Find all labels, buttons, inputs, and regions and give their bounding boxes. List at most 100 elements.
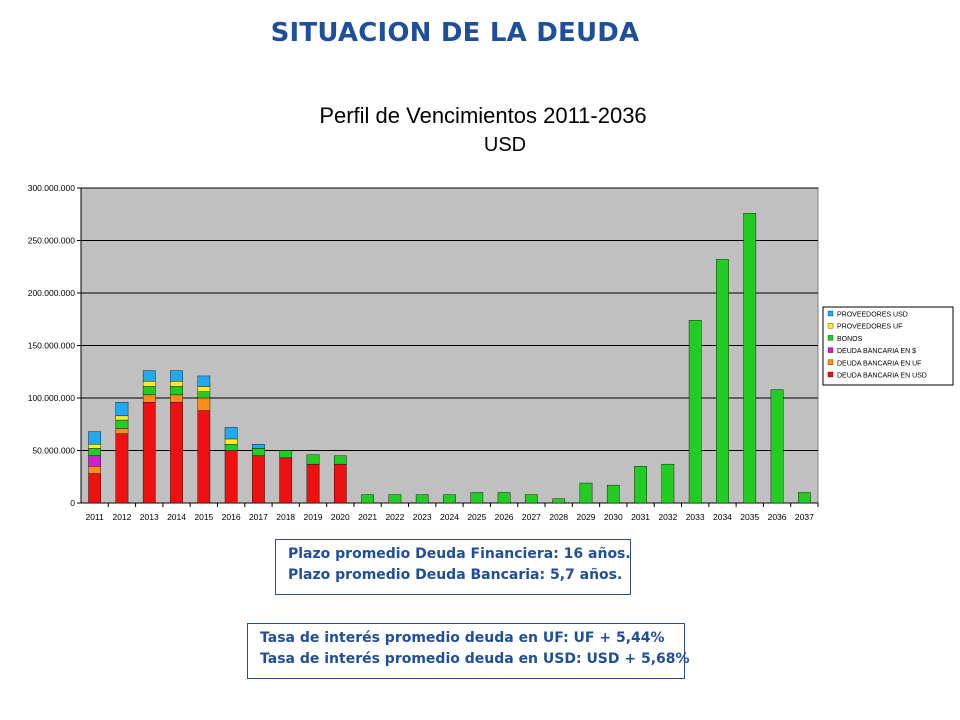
bar-segment (142, 386, 156, 396)
bar-segment (142, 394, 156, 403)
tasa-uf-text: Tasa de interés promedio deuda en UF: UF… (260, 630, 665, 646)
bar-segment (170, 386, 183, 396)
x-tick-label: 2029 (577, 512, 596, 522)
bar-segment (224, 444, 238, 451)
bar-segment (170, 402, 183, 504)
bar-segment (634, 466, 647, 504)
x-tick-label: 2035 (740, 512, 759, 522)
x-tick-label: 2026 (495, 512, 514, 522)
page-title: SITUACION DE LA DEUDA (270, 18, 640, 48)
bar-segment (798, 492, 811, 504)
legend-label: DEUDA BANCARIA EN USD (837, 373, 927, 380)
bar-segment (88, 455, 101, 467)
x-tick-label: 2032 (658, 512, 677, 522)
bar-segment (88, 466, 101, 474)
y-tick-label: 100.000.000 (28, 393, 76, 403)
bar-segment (743, 212, 757, 504)
legend-swatch (827, 347, 834, 353)
legend: PROVEEDORES USD PROVEEDORES UF BONOS DEUDA … (822, 306, 954, 386)
bar-segment (115, 402, 129, 417)
bar-segment (224, 438, 238, 445)
x-tick-label: 2015 (194, 512, 213, 522)
x-tick-label: 2028 (549, 512, 568, 522)
legend-swatch (827, 335, 834, 341)
bar-segment (88, 473, 101, 504)
y-tick-label: 250.000.000 (28, 236, 76, 246)
plazo-bancaria-text: Plazo promedio Deuda Bancaria: 5,7 años. (288, 567, 623, 583)
bar-segment (579, 482, 593, 504)
bar-segment (88, 444, 101, 449)
chart-subtitle: USD (484, 134, 526, 156)
bar-segment (142, 370, 156, 382)
bar-segment (197, 386, 211, 392)
x-tick-label: 2027 (522, 512, 541, 522)
bar-segment (470, 492, 484, 504)
bar-segment (552, 498, 566, 504)
x-tick-label: 2013 (140, 512, 159, 522)
bar-segment (415, 494, 429, 504)
bar-segment (197, 397, 211, 411)
legend-swatch (827, 323, 834, 329)
bar-segment (333, 455, 347, 465)
bar-segment (88, 448, 101, 456)
x-tick-label: 2019 (304, 512, 323, 522)
bar-segment (497, 492, 511, 504)
bar-segment (361, 494, 374, 504)
bar-segment (333, 463, 347, 504)
legend-box (822, 306, 954, 386)
x-tick-label: 2016 (222, 512, 241, 522)
bar-segment (252, 444, 265, 449)
x-tick-label: 2012 (112, 512, 131, 522)
bar-segment (115, 419, 129, 429)
bar-segment (170, 370, 183, 382)
plot-area: 0 50.000.000 100.000.000 150.000.000 200.000… (28, 183, 819, 522)
bar-segment (197, 391, 211, 399)
bar-segment (716, 259, 729, 504)
x-tick-label: 2033 (686, 512, 705, 522)
x-tick-label: 2030 (604, 512, 623, 522)
tasa-usd-text: Tasa de interés promedio deuda en USD: U… (260, 651, 690, 667)
legend-swatch (827, 359, 834, 365)
interest-rate-box: Tasa de interés promedio deuda en UF: UF… (247, 623, 690, 679)
plazo-financiera-text: Plazo promedio Deuda Financiera: 16 años… (288, 546, 631, 562)
bar-segment (388, 494, 402, 504)
bar-segment (224, 427, 238, 440)
bar-segment (142, 381, 156, 387)
x-tick-label: 2021 (358, 512, 377, 522)
bar-segment (279, 450, 293, 459)
bar-segment (661, 463, 675, 504)
y-tick-label: 200.000.000 (28, 288, 76, 298)
y-tick-label: 150.000.000 (28, 341, 76, 351)
x-tick-label: 2037 (795, 512, 814, 522)
bar-segment (115, 433, 129, 504)
bar-segment (224, 450, 238, 504)
bar-segment (142, 402, 156, 504)
bar-segment (688, 320, 702, 504)
bar-segment (170, 394, 183, 403)
legend-swatch (827, 371, 834, 378)
x-tick-label: 2018 (276, 512, 295, 522)
bar-segment (443, 494, 456, 504)
y-tick-label: 300.000.000 (28, 183, 76, 193)
legend-label: DEUDA BANCARIA EN UF (837, 360, 921, 367)
x-tick-label: 2025 (467, 512, 486, 522)
legend-swatch (827, 310, 834, 317)
x-tick-label: 2014 (167, 512, 186, 522)
bar-segment (770, 389, 784, 504)
bar-segment (306, 463, 320, 504)
legend-label: DEUDA BANCARIA EN $ (837, 348, 916, 355)
bar-segment (197, 410, 211, 504)
bar-segment (252, 448, 265, 456)
x-tick-label: 2017 (249, 512, 268, 522)
bar-segment (606, 484, 620, 504)
legend-label: BONOS (837, 336, 863, 343)
chart-title: Perfil de Vencimientos 2011-2036 (319, 103, 646, 128)
bar-segment (279, 457, 293, 504)
legend-label: PROVEEDORES UF (837, 324, 902, 331)
y-tick-label: 0 (70, 498, 75, 508)
bar-segment (197, 375, 211, 387)
bar-segment (306, 454, 320, 465)
y-tick-label: 50.000.000 (32, 446, 75, 456)
bar-segment (252, 455, 265, 504)
